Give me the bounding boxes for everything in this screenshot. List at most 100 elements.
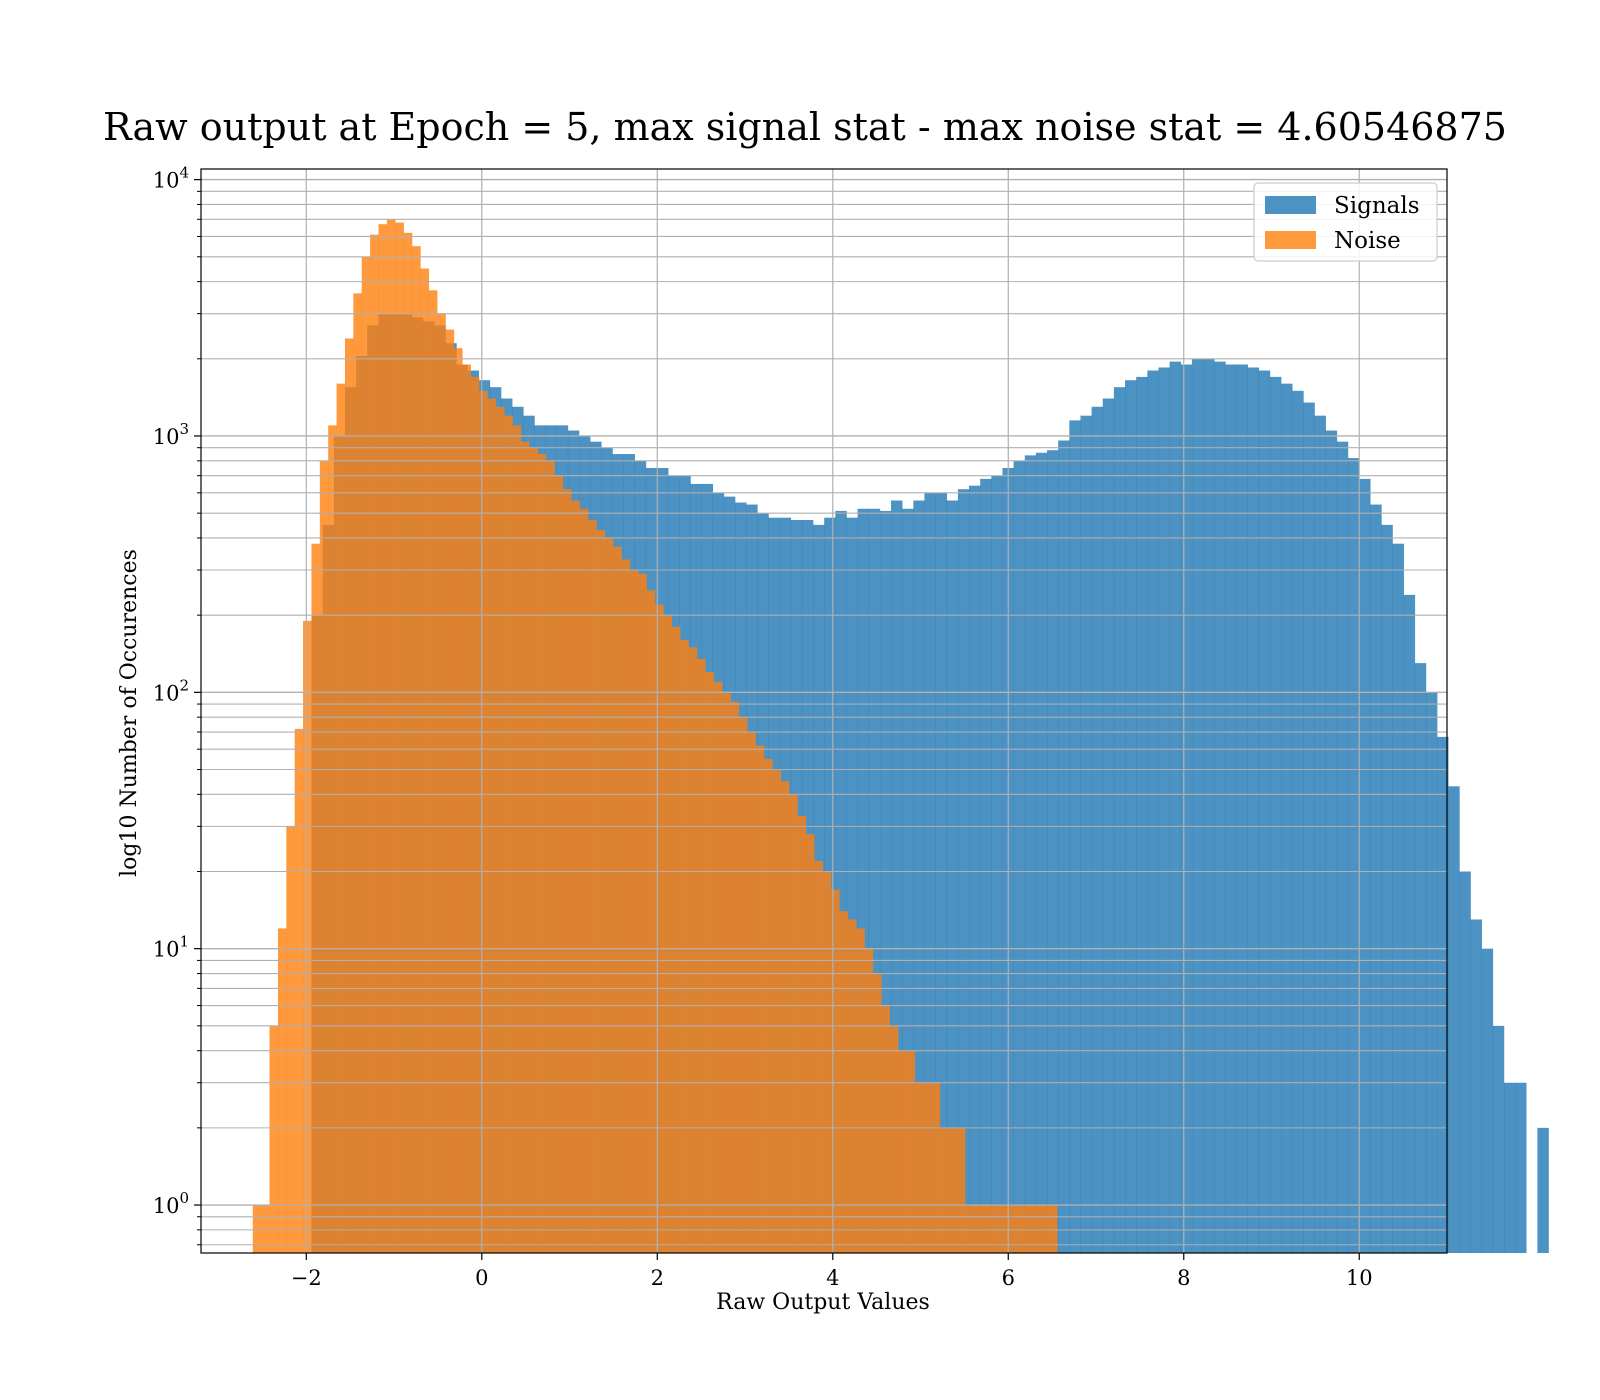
histogram-bar xyxy=(554,475,564,1253)
histogram-bar xyxy=(789,794,798,1253)
histogram-bar xyxy=(286,826,295,1253)
histogram-bar xyxy=(1080,415,1092,1253)
histogram-bar xyxy=(981,1205,991,1253)
x-tick-label: 8 xyxy=(1177,1266,1190,1290)
histogram-bar xyxy=(747,732,756,1253)
histogram-bar xyxy=(948,1127,957,1253)
histogram-bar xyxy=(604,537,614,1253)
histogram-bar xyxy=(805,834,815,1253)
histogram-bar xyxy=(830,889,840,1253)
histogram-bar xyxy=(946,500,959,1253)
histogram-bar xyxy=(868,508,881,1253)
x-axis-label: Raw Output Values xyxy=(716,1290,930,1315)
histogram-bar xyxy=(991,475,1003,1253)
histogram-bar xyxy=(857,508,870,1253)
histogram-bar xyxy=(1113,387,1126,1253)
histogram-bar xyxy=(881,1005,890,1253)
histogram-bar xyxy=(1470,919,1482,1253)
histogram-bar xyxy=(1437,736,1449,1253)
histogram-bar xyxy=(1147,370,1159,1253)
y-tick-label: 104 xyxy=(153,164,189,193)
legend: Signals Noise xyxy=(1253,182,1438,262)
histogram-bar xyxy=(939,1127,949,1253)
histogram-bar xyxy=(1503,1082,1516,1253)
histogram-bar xyxy=(1448,786,1460,1253)
histogram-bar xyxy=(546,460,555,1253)
histogram-bar xyxy=(1515,1082,1527,1253)
histogram-bar xyxy=(847,919,857,1253)
y-tick-label: 102 xyxy=(153,676,189,705)
histogram-bar xyxy=(772,769,781,1253)
histogram-bar xyxy=(1359,478,1371,1253)
histogram-bar xyxy=(913,500,925,1253)
histogram-bar xyxy=(261,1205,270,1253)
histogram-bar xyxy=(755,745,765,1253)
histogram-bar xyxy=(814,860,823,1253)
histogram-bar xyxy=(1269,376,1282,1253)
x-tick-label: 6 xyxy=(1002,1266,1015,1290)
histogram-bar xyxy=(303,620,312,1253)
histogram-bar xyxy=(613,546,622,1253)
histogram-bar xyxy=(571,500,580,1253)
histogram-bar xyxy=(395,222,404,1253)
histogram-bar xyxy=(980,478,992,1253)
y-axis-label: log10 Number of Occurences xyxy=(117,549,142,877)
legend-swatch-noise xyxy=(1265,231,1316,249)
histogram-bar xyxy=(1091,406,1104,1253)
histogram-bar xyxy=(969,485,981,1253)
histogram-bar xyxy=(269,1025,279,1253)
histogram-bar xyxy=(646,590,656,1253)
histogram-bar xyxy=(344,338,354,1253)
histogram-bar xyxy=(1403,594,1416,1253)
histogram-bar xyxy=(629,570,639,1253)
histogram-bar xyxy=(1203,358,1215,1253)
histogram-bar xyxy=(420,268,430,1253)
histogram-bar xyxy=(1247,367,1260,1254)
chart-title: Raw output at Epoch = 5, max signal stat… xyxy=(103,105,1507,149)
histogram-bar xyxy=(1069,420,1081,1253)
histogram-bar xyxy=(1058,440,1070,1253)
histogram-bar xyxy=(479,390,488,1254)
histogram-bar xyxy=(931,1082,941,1253)
histogram-bar xyxy=(1040,1205,1050,1253)
legend-label-signals: Signals xyxy=(1334,193,1420,219)
histogram-bar xyxy=(445,329,455,1254)
histogram-bar xyxy=(864,948,874,1253)
histogram-bar xyxy=(1015,1205,1025,1253)
histogram-bar xyxy=(1047,450,1059,1253)
histogram-bar xyxy=(1214,361,1226,1253)
histogram-bar xyxy=(1136,376,1148,1253)
histogram-bar xyxy=(403,232,413,1253)
histogram-bar xyxy=(1125,380,1137,1254)
histogram-bar xyxy=(780,781,790,1253)
histogram-bar xyxy=(1492,1025,1505,1253)
histogram-bar xyxy=(923,1082,932,1253)
histogram-bar xyxy=(998,1205,1008,1253)
histogram-bar xyxy=(990,1205,999,1253)
histogram-bar xyxy=(738,717,748,1253)
histogram-bar xyxy=(1481,948,1494,1253)
histogram-bar xyxy=(856,928,865,1253)
histogram-bar xyxy=(328,425,337,1253)
y-tick-label: 100 xyxy=(153,1189,189,1218)
histogram-bar xyxy=(680,640,689,1253)
histogram-bar xyxy=(1336,441,1349,1253)
histogram-bar xyxy=(462,364,471,1253)
histogram-bar xyxy=(319,460,329,1253)
histogram-bar xyxy=(722,692,731,1253)
x-tick-label: 0 xyxy=(475,1266,488,1290)
x-tick-label: 10 xyxy=(1346,1266,1373,1290)
histogram-bar xyxy=(529,447,538,1253)
y-tick-label: 101 xyxy=(153,933,189,962)
x-tick-label: 4 xyxy=(826,1266,839,1290)
histogram-bar xyxy=(596,529,606,1253)
histogram-bar xyxy=(1414,663,1427,1253)
histogram-bar xyxy=(696,658,706,1253)
histogram-bar xyxy=(1180,364,1193,1253)
histogram-bar xyxy=(1013,460,1026,1253)
plot-frame xyxy=(200,168,1448,1254)
histogram-bar xyxy=(655,604,664,1253)
histogram-bar xyxy=(621,559,631,1253)
histogram-bar xyxy=(437,313,446,1253)
